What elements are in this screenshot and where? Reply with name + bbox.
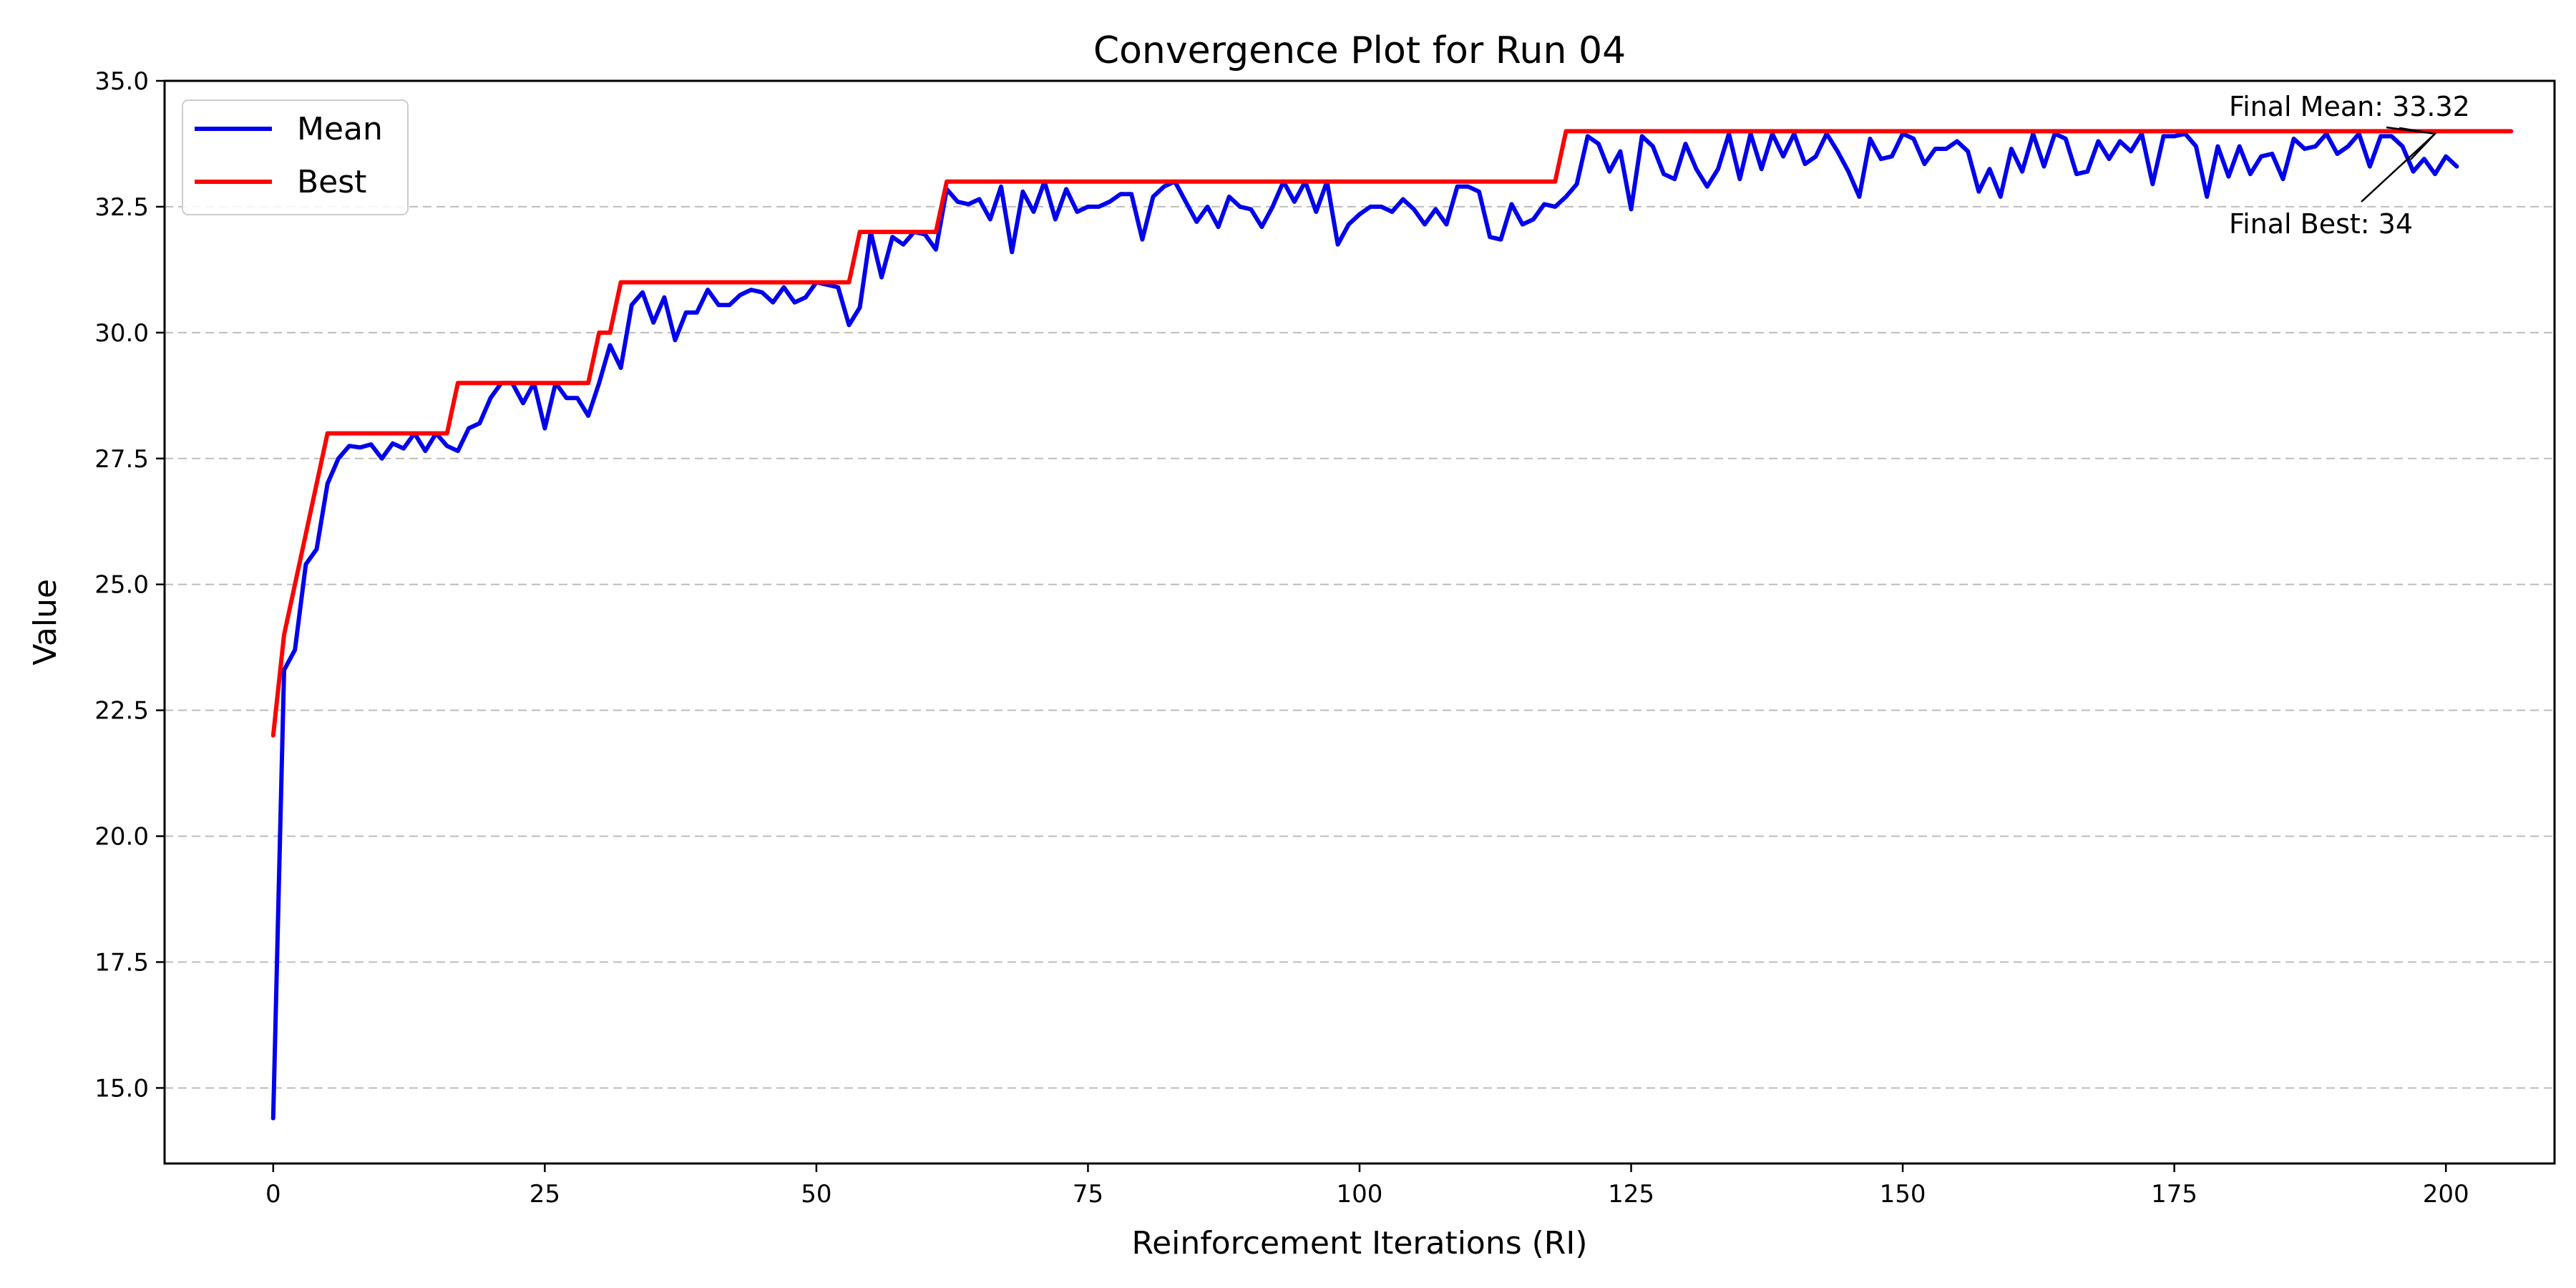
x-tick-label: 100 — [1337, 1180, 1383, 1209]
legend-label-best: Best — [297, 164, 366, 200]
x-tick-label: 50 — [801, 1180, 831, 1209]
y-tick-label: 17.5 — [94, 949, 149, 977]
annotation-final-best: Final Best: 34 — [2229, 208, 2413, 240]
chart-title: Convergence Plot for Run 04 — [1093, 29, 1626, 72]
y-tick-label: 27.5 — [94, 445, 149, 474]
y-tick-label: 20.0 — [94, 823, 149, 852]
x-tick-label: 0 — [265, 1180, 281, 1209]
grid-lines — [165, 80, 2555, 1089]
x-tick-label: 75 — [1073, 1180, 1103, 1209]
y-tick-label: 22.5 — [94, 697, 149, 726]
x-tick-label: 25 — [530, 1180, 560, 1209]
legend: Mean Best — [182, 99, 409, 215]
legend-label-mean: Mean — [297, 111, 383, 147]
y-axis-label: Value — [27, 579, 64, 665]
series-lines — [270, 129, 2514, 1121]
y-tick-label: 32.5 — [94, 193, 149, 222]
y-axis-ticks: 15.0 17.5 20.0 22.5 25.0 27.5 30.0 32.5 35.0 — [94, 67, 165, 1103]
annotation-final-mean: Final Mean: 33.32 — [2229, 91, 2470, 122]
y-tick-label: 15.0 — [94, 1074, 149, 1103]
annotation-arrow-best — [2361, 132, 2436, 203]
annotation-arrowhead — [2399, 127, 2437, 160]
x-tick-label: 200 — [2423, 1180, 2469, 1209]
plot-area-frame — [163, 79, 2556, 1165]
series-line-best — [270, 129, 2514, 738]
x-tick-label: 175 — [2151, 1180, 2197, 1209]
x-tick-label: 125 — [1608, 1180, 1654, 1209]
x-axis-ticks: 0 25 50 75 100 125 150 175 200 — [265, 1163, 2469, 1209]
y-tick-label: 35.0 — [94, 67, 149, 96]
x-axis-label: Reinforcement Iterations (RI) — [1131, 1225, 1587, 1262]
annotations: Final Mean: 33.32 Final Best: 34 — [2229, 91, 2470, 240]
y-tick-label: 30.0 — [94, 319, 149, 348]
series-line-mean — [270, 131, 2459, 1121]
x-tick-label: 150 — [1880, 1180, 1926, 1209]
y-tick-label: 25.0 — [94, 571, 149, 600]
